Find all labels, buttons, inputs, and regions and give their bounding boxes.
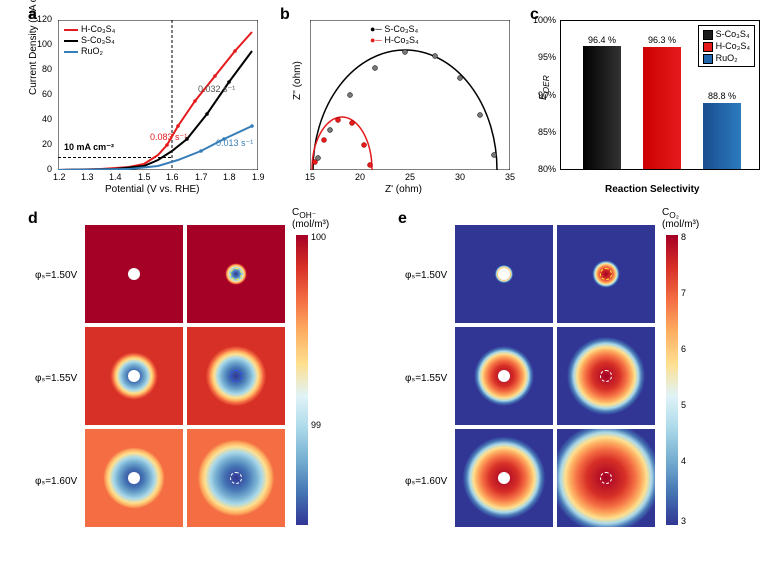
panel-b: ●─ S-Co₃S₄ ●─ H-Co₃S₄ [310,20,510,170]
a-ytick: 20 [42,139,52,149]
panel_e-cell-0-1 [557,225,655,323]
center-marker [128,268,140,280]
bar-s [583,46,621,169]
legend-s: S-Co₃S₄ [81,35,115,45]
b-xtick: 20 [355,172,365,182]
panel_e-cell-2-0 [455,429,553,527]
bar-s-lbl: 96.4 % [579,35,625,45]
a-xtick: 1.2 [53,172,66,182]
c-ytick: 80% [538,164,556,174]
panel-b-legend: ●─ S-Co₃S₄ ●─ H-Co₃S₄ [370,24,419,46]
a-xtick: 1.7 [195,172,208,182]
center-marker [600,472,612,484]
a-ytick: 100 [37,39,52,49]
e-cb-4: 4 [681,456,686,466]
panel-b-label: b [280,6,290,24]
e-phi-0: φₛ=1.50V [405,270,447,281]
ann-0083: 0.083 s⁻¹ [150,132,187,143]
e-colorbar [666,235,678,525]
a-xtick: 1.9 [252,172,265,182]
center-marker [128,472,140,484]
b-xtick: 30 [455,172,465,182]
e-phi-2: φₛ=1.60V [405,476,447,487]
bar-r-lbl: 88.8 % [699,91,745,101]
d-phi-0: φₛ=1.50V [35,270,77,281]
ann-0013: 0.013 s⁻¹ [216,138,253,149]
a-xtick: 1.5 [138,172,151,182]
b-xtick: 35 [505,172,515,182]
c-ytick: 90% [538,90,556,100]
e-cb-5: 5 [681,400,686,410]
a-xtick: 1.4 [109,172,122,182]
d-colorbar [296,235,308,525]
b-xtick: 15 [305,172,315,182]
panel_e-cell-2-1 [557,429,655,527]
panel-b-ylabel: Z'' (ohm) [292,61,303,100]
center-marker [230,370,242,382]
b-xtick: 25 [405,172,415,182]
panel-b-xlabel: Z' (ohm) [385,184,422,195]
panel_d-cell-1-0 [85,327,183,425]
panel_e-cell-1-0 [455,327,553,425]
bar-r [703,103,741,169]
legend-h: H-Co₃S₄ [81,24,115,34]
d-phi-2: φₛ=1.60V [35,476,77,487]
e-cb-3: 3 [681,516,686,526]
panel-c: 96.4 % 96.3 % 88.8 % S-Co₃S₄ H-Co₃S₄ RuO… [560,20,760,170]
center-marker [230,472,242,484]
a-xtick: 1.3 [81,172,94,182]
panel_e-cell-1-1 [557,327,655,425]
d-cb-title: COH⁻(mol/m³) [292,208,329,230]
center-marker [498,472,510,484]
ann-0032: 0.032 s⁻¹ [198,84,235,95]
panel-c-legend: S-Co₃S₄ H-Co₃S₄ RuO₂ [698,25,755,67]
bar-h-lbl: 96.3 % [639,35,685,45]
center-marker [600,370,612,382]
panel_e-cell-0-0 [455,225,553,323]
panel-e-label: e [398,210,407,228]
panel-a-xlabel: Potential (V vs. RHE) [105,184,199,195]
panel_d-cell-0-0 [85,225,183,323]
c-ytick: 95% [538,52,556,62]
a-ytick: 40 [42,114,52,124]
panel-a: H-Co₃S₄ S-Co₃S₄ RuO₂ 0.083 s⁻¹ 0.032 s⁻¹… [58,20,258,170]
c-leg-r: RuO₂ [716,53,738,63]
center-marker [128,370,140,382]
a-ytick: 120 [37,14,52,24]
d-cb-t100: 100 [311,232,326,242]
center-marker [600,268,612,280]
b-leg-h: H-Co₃S₄ [384,35,418,45]
b-leg-s: S-Co₃S₄ [384,24,418,34]
e-cb-8: 8 [681,232,686,242]
e-cb-6: 6 [681,344,686,354]
panel_d-cell-1-1 [187,327,285,425]
bar-h [643,47,681,169]
e-cb-7: 7 [681,288,686,298]
a-ytick: 0 [47,164,52,174]
c-leg-h: H-Co₃S₄ [716,41,750,51]
c-leg-s: S-Co₃S₄ [716,29,750,39]
d-cb-t99: 99 [311,420,321,430]
e-phi-1: φₛ=1.55V [405,373,447,384]
c-ytick: 100% [533,15,556,25]
center-marker [498,268,510,280]
a-xtick: 1.6 [166,172,179,182]
panel_d-cell-2-1 [187,429,285,527]
a-ytick: 80 [42,64,52,74]
panel-d-label: d [28,210,38,228]
a-ytick: 60 [42,89,52,99]
d-phi-1: φₛ=1.55V [35,373,77,384]
c-ytick: 85% [538,127,556,137]
panel_d-cell-0-1 [187,225,285,323]
legend-r: RuO₂ [81,46,103,56]
panel_d-cell-2-0 [85,429,183,527]
a-xtick: 1.8 [223,172,236,182]
e-cb-title: CO₂(mol/m³) [662,208,699,230]
panel-c-xlabel: Reaction Selectivity [605,184,699,195]
center-marker [498,370,510,382]
center-marker [230,268,242,280]
ann-10ma: 10 mA cm⁻² [64,142,114,153]
panel-a-legend: H-Co₃S₄ S-Co₃S₄ RuO₂ [64,24,115,57]
